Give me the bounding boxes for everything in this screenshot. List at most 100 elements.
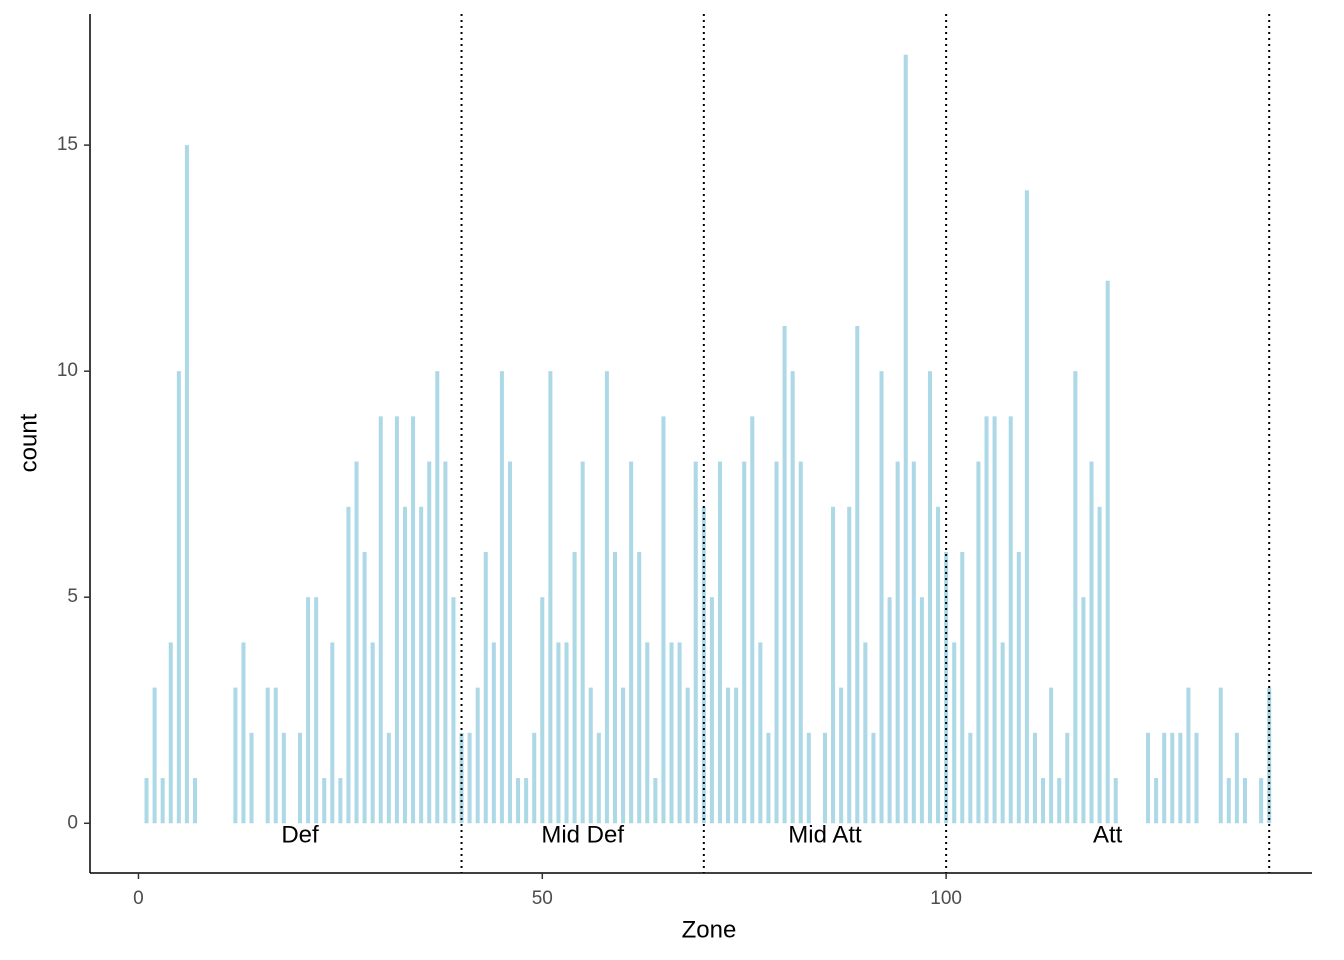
y-axis-title: count — [15, 413, 42, 472]
bar — [354, 461, 359, 824]
bar — [1218, 687, 1223, 824]
zone-label: Mid Def — [541, 821, 624, 848]
bar — [1154, 778, 1159, 824]
bar — [580, 461, 585, 824]
bar — [596, 732, 601, 824]
bar — [297, 732, 303, 824]
bar — [750, 416, 755, 824]
bar — [879, 371, 884, 824]
bar — [968, 732, 973, 824]
bar — [330, 642, 335, 824]
bar — [984, 416, 989, 824]
bar — [475, 687, 480, 824]
bar — [1000, 642, 1005, 824]
bar — [629, 461, 634, 824]
bar — [839, 687, 844, 824]
bar — [919, 597, 924, 824]
bar — [774, 461, 779, 824]
bar — [168, 642, 173, 824]
bar — [621, 687, 626, 824]
bar — [758, 642, 763, 824]
bar — [1170, 732, 1175, 824]
bar — [378, 416, 383, 824]
zone-label: Mid Att — [788, 821, 862, 848]
bar — [782, 325, 787, 824]
bar — [863, 642, 868, 824]
bar — [645, 642, 650, 824]
bar — [766, 732, 771, 824]
bar — [1057, 778, 1062, 824]
bar — [1234, 732, 1239, 824]
bar — [976, 461, 981, 824]
bar — [491, 642, 496, 824]
y-tick-label: 10 — [57, 360, 78, 381]
bar — [435, 371, 440, 824]
bar — [281, 732, 286, 824]
bar — [322, 778, 327, 824]
bar — [483, 552, 488, 824]
bar — [1049, 687, 1054, 824]
bar — [798, 461, 803, 824]
bar — [831, 506, 836, 824]
bar — [1162, 732, 1167, 824]
bar — [927, 371, 932, 824]
bar — [540, 597, 545, 824]
bar — [233, 687, 238, 824]
bar — [362, 552, 367, 824]
bar — [1242, 778, 1247, 824]
bar — [249, 732, 254, 824]
bar — [709, 597, 714, 824]
bar — [459, 732, 464, 824]
bar — [192, 778, 198, 824]
bar — [895, 461, 900, 824]
bar — [516, 778, 521, 824]
zone-label: Att — [1093, 821, 1123, 848]
bar — [847, 506, 852, 824]
bar — [903, 54, 908, 824]
x-tick-label: 0 — [133, 888, 144, 909]
bar — [338, 778, 343, 824]
bar — [936, 506, 941, 824]
bar — [427, 461, 432, 824]
bar — [152, 687, 157, 824]
bar — [612, 552, 618, 824]
bar — [911, 461, 916, 824]
bar — [184, 145, 189, 824]
bar — [241, 642, 246, 824]
bar — [1065, 732, 1070, 824]
bar — [604, 371, 609, 824]
bar — [419, 506, 424, 824]
bar — [588, 687, 593, 824]
y-tick-label: 15 — [57, 134, 78, 155]
bar — [1008, 416, 1013, 824]
bar — [1178, 732, 1183, 824]
bar — [992, 416, 997, 824]
bar — [548, 371, 553, 824]
bar — [467, 732, 472, 824]
bar — [887, 597, 892, 824]
bar — [1267, 687, 1272, 824]
bar — [451, 597, 456, 824]
bar — [685, 687, 690, 824]
bar — [499, 371, 504, 824]
bar — [1032, 732, 1037, 824]
bar — [726, 687, 731, 824]
bar — [1194, 732, 1199, 824]
x-axis-title: Zone — [682, 916, 737, 943]
bar — [653, 778, 658, 824]
bar — [532, 732, 537, 824]
bar — [855, 325, 860, 824]
bar — [701, 506, 706, 824]
bar — [790, 371, 795, 824]
bar — [1259, 778, 1264, 824]
bar — [524, 778, 529, 824]
bar — [742, 461, 747, 824]
bar — [693, 461, 698, 824]
bar — [265, 687, 270, 824]
bar — [386, 732, 391, 824]
bar — [952, 642, 957, 824]
bar — [637, 552, 642, 824]
bar — [871, 732, 876, 824]
bar — [144, 778, 149, 824]
